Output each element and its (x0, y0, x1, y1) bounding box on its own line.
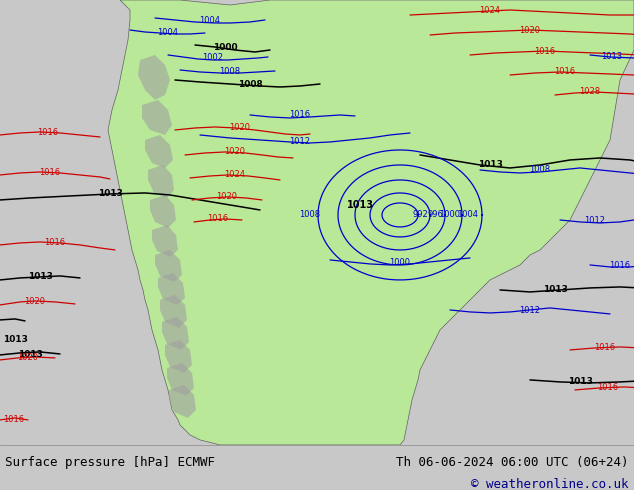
Text: 1024: 1024 (224, 171, 245, 179)
Text: 996: 996 (427, 211, 443, 220)
Text: 1008: 1008 (529, 166, 550, 174)
Polygon shape (158, 273, 185, 305)
Text: 1016: 1016 (597, 384, 619, 392)
Text: 1013: 1013 (347, 200, 373, 210)
Polygon shape (152, 225, 178, 257)
Text: 1016: 1016 (3, 416, 25, 424)
Text: 1016: 1016 (609, 262, 631, 270)
Text: Th 06-06-2024 06:00 UTC (06+24): Th 06-06-2024 06:00 UTC (06+24) (396, 456, 629, 468)
Text: 1008: 1008 (299, 211, 321, 220)
Text: 1016: 1016 (555, 68, 576, 76)
Text: 1013: 1013 (27, 272, 53, 281)
Text: 1012: 1012 (290, 138, 311, 147)
Text: 1016: 1016 (37, 128, 58, 138)
Text: 1000: 1000 (212, 44, 237, 52)
Text: 1016: 1016 (44, 239, 65, 247)
Text: 1012: 1012 (585, 217, 605, 225)
Polygon shape (150, 195, 176, 228)
Text: 1016: 1016 (207, 215, 229, 223)
Text: 1028: 1028 (579, 88, 600, 97)
Text: 1004: 1004 (157, 28, 179, 38)
Text: 1020: 1020 (216, 193, 238, 201)
Text: 1020: 1020 (18, 353, 39, 363)
Text: 1013: 1013 (3, 336, 27, 344)
Text: © weatheronline.co.uk: © weatheronline.co.uk (472, 478, 629, 490)
Text: Surface pressure [hPa] ECMWF: Surface pressure [hPa] ECMWF (5, 456, 215, 468)
Text: 1013: 1013 (477, 160, 502, 170)
Text: 1016: 1016 (290, 110, 311, 120)
Text: 1020: 1020 (25, 297, 46, 306)
Text: 1020: 1020 (224, 147, 245, 156)
Polygon shape (138, 55, 170, 100)
Text: 1000: 1000 (389, 258, 410, 268)
Text: 1016: 1016 (534, 48, 555, 56)
Text: 1013: 1013 (602, 52, 623, 61)
Polygon shape (108, 0, 634, 445)
Text: 1004: 1004 (200, 17, 221, 25)
Polygon shape (142, 100, 172, 135)
Text: 992: 992 (412, 211, 428, 220)
Polygon shape (162, 317, 189, 350)
Text: 1000: 1000 (439, 211, 460, 220)
Text: 1013: 1013 (98, 190, 122, 198)
Text: 1008: 1008 (219, 68, 240, 76)
Polygon shape (145, 135, 173, 168)
Text: 1016: 1016 (595, 343, 616, 352)
Text: 1020: 1020 (230, 123, 250, 132)
Text: 1020: 1020 (519, 26, 541, 35)
Text: 1008: 1008 (238, 80, 262, 90)
Text: 1013: 1013 (543, 286, 567, 294)
Text: 1002: 1002 (202, 53, 224, 63)
Polygon shape (148, 165, 174, 198)
Polygon shape (160, 295, 187, 328)
Polygon shape (155, 250, 182, 282)
Text: 1024: 1024 (479, 6, 500, 16)
Polygon shape (169, 385, 196, 418)
Polygon shape (167, 363, 194, 396)
Text: 1013: 1013 (567, 377, 592, 387)
Text: 1013: 1013 (18, 350, 42, 360)
Text: 1004: 1004 (458, 211, 479, 220)
Text: 1016: 1016 (39, 169, 61, 177)
Text: 1012: 1012 (519, 306, 541, 316)
Polygon shape (165, 340, 192, 373)
